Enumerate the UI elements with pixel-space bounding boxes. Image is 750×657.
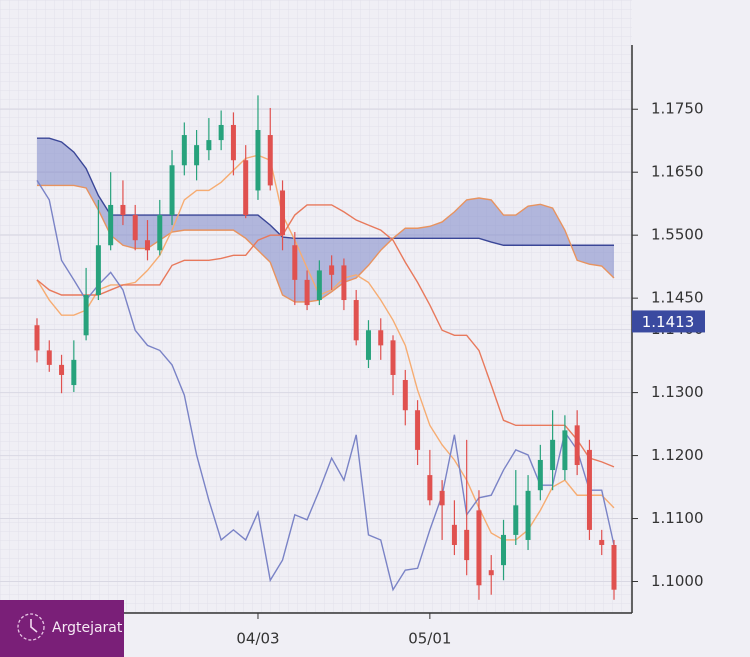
candle-body	[230, 124, 236, 161]
candle-body	[451, 524, 457, 545]
candle-body	[513, 505, 519, 535]
y-tick-label: 1.1000	[651, 572, 704, 590]
candle-body	[611, 544, 617, 590]
candle-body	[157, 215, 163, 251]
candle-body	[46, 350, 52, 365]
watermark-text: Argtejarat	[52, 620, 123, 636]
y-tick-label: 1.1200	[651, 446, 704, 464]
cloud-fill	[37, 138, 614, 302]
axis-layer: 1.17501.16501.55001.14501.14001.13001.12…	[236, 100, 705, 648]
indicator-line	[37, 137, 614, 246]
candle-body	[476, 510, 482, 586]
candle-body	[550, 439, 556, 471]
candle-body	[562, 430, 568, 471]
candle-body	[292, 245, 298, 280]
y-tick-label: 1.1300	[651, 383, 704, 401]
x-tick-label: 05/01	[408, 630, 451, 648]
indicator-line	[36, 180, 615, 592]
candle-layer	[34, 95, 617, 600]
candle-body	[304, 279, 310, 306]
candle-body	[439, 490, 445, 506]
indicator-line	[36, 204, 615, 468]
candle-body	[255, 130, 261, 191]
watermark-box	[0, 600, 124, 657]
candle-body	[378, 330, 384, 346]
background-grid	[0, 0, 632, 613]
candle-body	[390, 340, 396, 375]
candle-body	[586, 449, 592, 530]
candle-body	[464, 529, 470, 561]
candle-body	[120, 204, 126, 216]
candle-body	[132, 215, 138, 241]
candle-body	[501, 534, 507, 566]
candle-body	[194, 145, 200, 166]
candle-body	[415, 410, 421, 450]
indicator-line	[36, 154, 615, 541]
candle-body	[402, 380, 408, 411]
candle-body	[108, 204, 114, 246]
candle-body	[280, 190, 286, 236]
candle-body	[144, 240, 150, 251]
cloud-layer	[37, 138, 614, 302]
grid-layer	[0, 108, 632, 583]
watermark-icon	[17, 613, 45, 641]
x-tick-label: 04/03	[236, 630, 279, 648]
price-tag	[632, 310, 705, 333]
price-tag-label: 1.1413	[642, 313, 695, 331]
candle-body	[267, 135, 273, 186]
candle-body	[206, 140, 212, 151]
candle-body	[59, 364, 65, 375]
candle-body	[341, 265, 347, 301]
candle-body	[488, 570, 494, 576]
candle-body	[169, 165, 175, 216]
candle-body	[537, 459, 543, 491]
candle-body	[218, 124, 224, 141]
candle-body	[34, 325, 40, 351]
candle-body	[574, 425, 580, 466]
candle-body	[243, 160, 249, 216]
watermark: Argtejarat	[0, 600, 124, 657]
y-tick-label: 1.1650	[651, 163, 704, 181]
candle-body	[365, 330, 371, 360]
candle-body	[525, 490, 531, 540]
candle-body	[316, 270, 322, 301]
candle-body	[71, 359, 77, 386]
candle-body	[427, 475, 433, 501]
candle-body	[95, 245, 101, 295]
indicator-line	[37, 184, 615, 303]
candle-body	[329, 265, 335, 275]
y-tick-label: 1.1750	[651, 100, 704, 118]
candle-body	[599, 539, 605, 545]
candle-body	[83, 294, 89, 336]
y-tick-label: 1.1450	[651, 289, 704, 307]
y-tick-label: 1.1100	[651, 509, 704, 527]
candle-body	[181, 135, 187, 166]
candle-body	[353, 300, 359, 341]
watermark-icon-hands	[30, 619, 38, 633]
line-layer	[36, 137, 615, 592]
y-tick-label: 1.5500	[651, 226, 704, 244]
